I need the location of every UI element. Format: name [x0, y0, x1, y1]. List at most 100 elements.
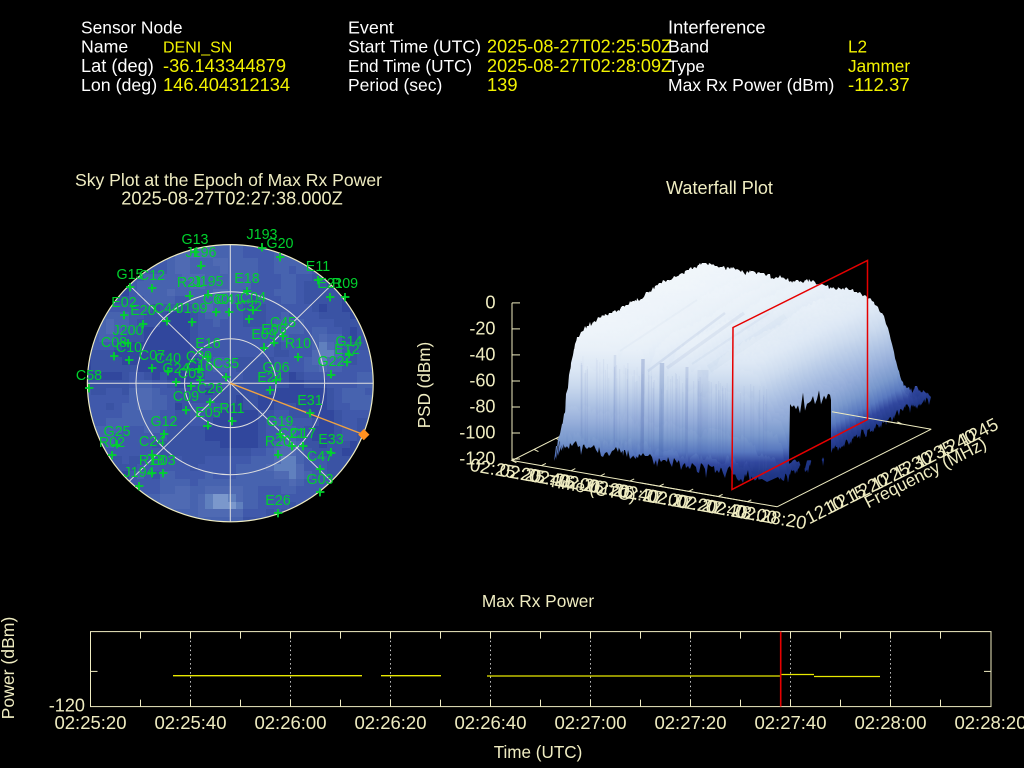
- svg-text:C21: C21: [279, 426, 305, 442]
- svg-text:-36.143344879: -36.143344879: [163, 55, 286, 76]
- svg-text:Start Time (UTC): Start Time (UTC): [348, 37, 481, 57]
- svg-text:G14: G14: [335, 334, 362, 350]
- svg-text:2025-08-27T02:25:50Z: 2025-08-27T02:25:50Z: [487, 37, 672, 57]
- svg-text:146.404312134: 146.404312134: [163, 74, 290, 95]
- svg-text:R11: R11: [219, 401, 244, 417]
- svg-text:J196: J196: [185, 245, 216, 261]
- svg-text:C39: C39: [186, 349, 212, 365]
- svg-text:C44: C44: [154, 301, 180, 317]
- svg-text:G06: G06: [262, 360, 289, 376]
- svg-text:C40: C40: [155, 351, 181, 367]
- svg-text:02:26:20: 02:26:20: [354, 712, 426, 733]
- svg-text:-112.37: -112.37: [848, 74, 910, 95]
- svg-text:-40: -40: [469, 344, 495, 364]
- svg-text:E16: E16: [195, 336, 220, 352]
- svg-text:C60: C60: [203, 292, 229, 308]
- svg-text:Max Rx Power: Max Rx Power: [482, 591, 595, 611]
- svg-text:E03: E03: [150, 453, 175, 469]
- svg-text:E26: E26: [265, 493, 290, 509]
- svg-text:DENI_SN: DENI_SN: [163, 40, 232, 57]
- svg-text:02:28:20: 02:28:20: [954, 712, 1024, 733]
- svg-text:0: 0: [485, 291, 495, 312]
- svg-text:2025-08-27T02:28:09Z: 2025-08-27T02:28:09Z: [487, 56, 672, 76]
- svg-text:Waterfall Plot: Waterfall Plot: [666, 178, 773, 198]
- svg-text:02:27:20: 02:27:20: [654, 712, 726, 733]
- svg-text:02:26:00: 02:26:00: [254, 712, 326, 733]
- svg-text:139: 139: [487, 74, 518, 95]
- svg-text:C12: C12: [139, 268, 165, 284]
- svg-text:E24: E24: [257, 370, 282, 386]
- svg-text:02:26:40: 02:26:40: [454, 712, 526, 733]
- svg-text:2025-08-27T02:27:38.000Z: 2025-08-27T02:27:38.000Z: [121, 189, 342, 209]
- svg-text:E02: E02: [111, 295, 136, 311]
- svg-text:Max Rx Power (dBm): Max Rx Power (dBm): [668, 75, 834, 95]
- svg-text:G20: G20: [266, 236, 293, 252]
- svg-text:02:28:00: 02:28:00: [854, 712, 926, 733]
- svg-text:C24: C24: [139, 434, 165, 450]
- svg-text:C17: C17: [290, 426, 316, 442]
- svg-text:C08: C08: [101, 335, 127, 351]
- svg-text:C32: C32: [236, 299, 262, 315]
- svg-text:C07: C07: [139, 348, 165, 364]
- svg-text:R20: R20: [265, 434, 291, 450]
- svg-text:C10: C10: [116, 340, 142, 356]
- svg-text:J193: J193: [246, 227, 277, 243]
- svg-text:02:27:00: 02:27:00: [554, 712, 626, 733]
- svg-text:R21: R21: [177, 275, 203, 291]
- svg-text:E18: E18: [234, 271, 259, 287]
- svg-text:E09: E09: [251, 327, 276, 343]
- svg-text:E05: E05: [195, 405, 220, 421]
- svg-text:Period (sec): Period (sec): [348, 75, 442, 95]
- svg-text:02:27:40: 02:27:40: [754, 712, 826, 733]
- svg-text:G22: G22: [317, 354, 344, 370]
- svg-text:Name: Name: [81, 37, 128, 57]
- svg-text:Interference: Interference: [668, 17, 766, 38]
- svg-text:-120: -120: [459, 449, 495, 469]
- svg-text:E33: E33: [318, 432, 343, 448]
- svg-text:E20: E20: [130, 303, 155, 319]
- svg-text:J200: J200: [112, 323, 143, 339]
- svg-text:Event: Event: [348, 18, 394, 38]
- svg-text:G19: G19: [266, 414, 293, 430]
- svg-text:R18: R18: [139, 453, 165, 469]
- svg-text:Power (dBm): Power (dBm): [0, 617, 18, 720]
- svg-text:Sensor Node: Sensor Node: [81, 18, 183, 38]
- svg-text:E12: E12: [334, 342, 359, 358]
- svg-text:02:25:40: 02:25:40: [154, 712, 226, 733]
- svg-text:C41: C41: [216, 292, 242, 308]
- svg-text:J199: J199: [176, 301, 207, 317]
- svg-text:Jammer: Jammer: [848, 56, 910, 76]
- svg-text:R02: R02: [99, 435, 125, 451]
- svg-text:J195: J195: [192, 274, 223, 290]
- svg-text:G12: G12: [150, 414, 177, 430]
- svg-text:G25: G25: [103, 424, 130, 440]
- svg-text:Type: Type: [668, 57, 705, 76]
- svg-text:Lat (deg): Lat (deg): [81, 56, 154, 76]
- svg-text:02:25:20: 02:25:20: [54, 712, 126, 733]
- svg-text:G15: G15: [116, 267, 143, 283]
- svg-text:Sky Plot at the Epoch of Max R: Sky Plot at the Epoch of Max Rx Power: [75, 170, 382, 190]
- svg-text:-120: -120: [49, 696, 85, 716]
- svg-text:PSD (dBm): PSD (dBm): [415, 342, 434, 428]
- svg-text:-20: -20: [469, 318, 495, 338]
- svg-text:C26: C26: [197, 381, 223, 397]
- svg-text:C09: C09: [173, 389, 199, 405]
- svg-text:C58: C58: [76, 368, 102, 384]
- svg-text:R10: R10: [285, 336, 311, 352]
- svg-text:End Time (UTC): End Time (UTC): [348, 56, 472, 76]
- svg-text:C45: C45: [270, 315, 296, 331]
- svg-text:E31: E31: [297, 393, 322, 409]
- svg-text:C35: C35: [213, 356, 239, 372]
- svg-text:E21: E21: [317, 276, 342, 292]
- svg-text:Time (UTC): Time (UTC): [494, 743, 583, 762]
- svg-text:-100: -100: [459, 422, 495, 442]
- svg-text:C16: C16: [187, 359, 213, 375]
- svg-text:C47: C47: [307, 449, 333, 465]
- svg-text:G13: G13: [181, 232, 208, 248]
- svg-text:C05: C05: [178, 366, 204, 382]
- svg-text:E06: E06: [261, 322, 286, 338]
- svg-text:G24: G24: [162, 361, 189, 377]
- svg-text:J194: J194: [123, 465, 154, 481]
- svg-text:Lon (deg): Lon (deg): [81, 75, 157, 95]
- svg-text:L2: L2: [848, 37, 867, 57]
